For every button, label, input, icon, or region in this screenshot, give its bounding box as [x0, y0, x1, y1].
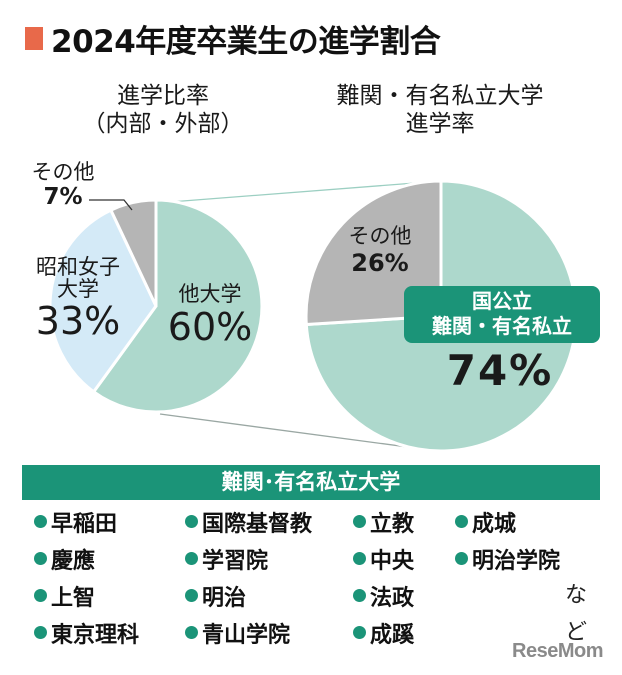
list-row: 東京理科 青山学院 成蹊 [30, 614, 600, 651]
label-showa-value: 33% [35, 299, 121, 343]
bullet-icon [34, 626, 47, 639]
label-right-other: その他 26% [330, 224, 430, 278]
page-title: 2024年度卒業生の進学割合 [25, 16, 441, 60]
label-national-elite-line1: 国公立 [472, 289, 532, 313]
bullet-icon [185, 515, 198, 528]
list-item-label: 明治学院 [472, 548, 561, 574]
left-chart-title-line2: （内部・外部） [82, 111, 244, 137]
list-item-label: 立教 [370, 511, 415, 537]
bullet-icon [353, 589, 366, 602]
bullet-icon [34, 515, 47, 528]
label-right-other-name: その他 [348, 224, 412, 248]
list-item-label: 成蹊 [370, 622, 415, 648]
right-chart-title: 難関・有名私立大学 進学率 [300, 82, 580, 138]
label-national-elite-line2: 難関・有名私立 [432, 314, 572, 338]
list-item: 慶應 [34, 540, 95, 577]
label-showa-line2: 大学 [57, 277, 99, 301]
label-other-univ: 他大学 60% [160, 282, 260, 348]
list-item: 東京理科 [34, 614, 139, 651]
bullet-icon [185, 552, 198, 565]
callout-line [89, 199, 133, 211]
list-item-label: 中央 [370, 548, 415, 574]
title-marker [25, 26, 43, 50]
label-showa-line1: 昭和女子 [36, 255, 120, 279]
left-chart-title-line1: 進学比率 [117, 83, 209, 109]
label-other-univ-name: 他大学 [178, 282, 242, 306]
list-row: 慶應 学習院 中央 明治学院 [30, 540, 600, 577]
left-pie [48, 198, 264, 414]
list-item: 明治学院 [455, 540, 560, 577]
list-item: 成城 [455, 503, 516, 540]
list-item-label: 上智 [51, 585, 96, 611]
list-etc-text: など [565, 583, 588, 645]
label-right-other-value: 26% [351, 249, 409, 277]
list-item: 法政 [353, 577, 414, 614]
list-item: 上智 [34, 577, 95, 614]
bullet-icon [455, 515, 468, 528]
label-other-7: その他 7% [26, 160, 100, 210]
label-other-value: 7% [43, 184, 83, 210]
list-item-label: 国際基督教 [202, 511, 313, 537]
slice-other [109, 198, 158, 308]
list-item: 中央 [353, 540, 414, 577]
label-national-elite-box: 国公立 難関・有名私立 [404, 286, 600, 343]
list-item: 国際基督教 [185, 503, 312, 540]
label-national-elite-value: 74% [446, 346, 554, 395]
university-list-header: 難関･有名私立大学 [22, 465, 600, 500]
university-list: 早稲田 国際基督教 立教 成城 慶應 学習院 中央 明治学院 上智 明治 法政 … [30, 503, 600, 651]
label-other-univ-value: 60% [167, 305, 253, 349]
bullet-icon [185, 589, 198, 602]
list-item: 立教 [353, 503, 414, 540]
connector-top [156, 180, 442, 204]
list-item-label: 法政 [370, 585, 415, 611]
bullet-icon [34, 589, 47, 602]
list-item-label: 明治 [202, 585, 247, 611]
list-item: 成蹊 [353, 614, 414, 651]
label-national-elite-value-wrap: 74% [440, 348, 560, 394]
list-item: 青山学院 [185, 614, 290, 651]
right-chart-title-line1: 難関・有名私立大学 [336, 83, 544, 109]
slice-showa [48, 208, 158, 394]
list-item-label: 早稲田 [51, 511, 118, 537]
bullet-icon [353, 626, 366, 639]
list-row: 早稲田 国際基督教 立教 成城 [30, 503, 600, 540]
bullet-icon [353, 515, 366, 528]
list-row: 上智 明治 法政 [30, 577, 600, 614]
left-chart-title: 進学比率 （内部・外部） [48, 82, 278, 138]
bullet-icon [185, 626, 198, 639]
connector-bottom [159, 413, 431, 451]
list-item-label: 学習院 [202, 548, 269, 574]
list-item-label: 慶應 [51, 548, 96, 574]
list-item: 明治 [185, 577, 246, 614]
list-item: 早稲田 [34, 503, 117, 540]
slice-other-univ [92, 198, 264, 414]
label-other-name: その他 [31, 160, 95, 184]
list-item-label: 東京理科 [51, 622, 140, 648]
list-item-label: 青山学院 [202, 622, 291, 648]
label-showa: 昭和女子 大学 33% [18, 256, 138, 342]
right-chart-title-line2: 進学率 [405, 111, 475, 137]
title-text: 2024年度卒業生の進学割合 [51, 23, 441, 60]
bullet-icon [455, 552, 468, 565]
resemom-logo: ReseMom [512, 640, 603, 662]
bullet-icon [34, 552, 47, 565]
bullet-icon [353, 552, 366, 565]
list-item: 学習院 [185, 540, 268, 577]
list-item-label: 成城 [472, 511, 517, 537]
